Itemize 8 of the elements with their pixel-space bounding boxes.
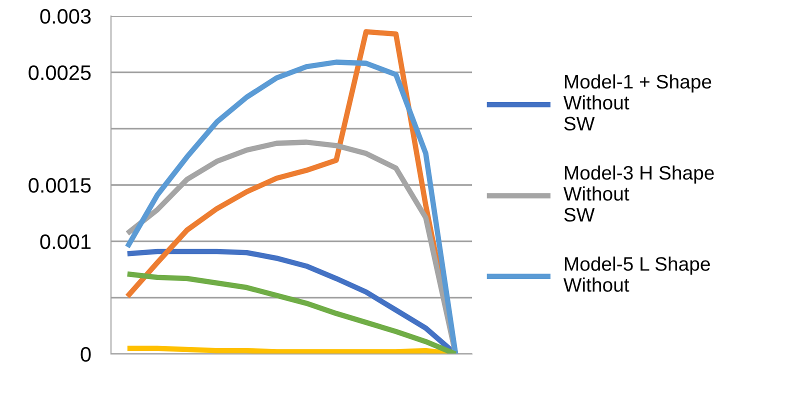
y-tick-label: 0 (80, 347, 91, 362)
y-tick-label: 0.003 (40, 9, 91, 24)
y-tick-label: 0.0015 (28, 178, 91, 193)
legend-label: Model-5 L Shape Without (563, 256, 710, 292)
legend-label: Model-3 H Shape Without SW (563, 165, 714, 222)
y-tick-label: 0.0025 (28, 65, 91, 80)
legend-label: Model-1 + Shape Without SW (563, 74, 712, 131)
y-tick-label: 0.001 (40, 234, 91, 250)
